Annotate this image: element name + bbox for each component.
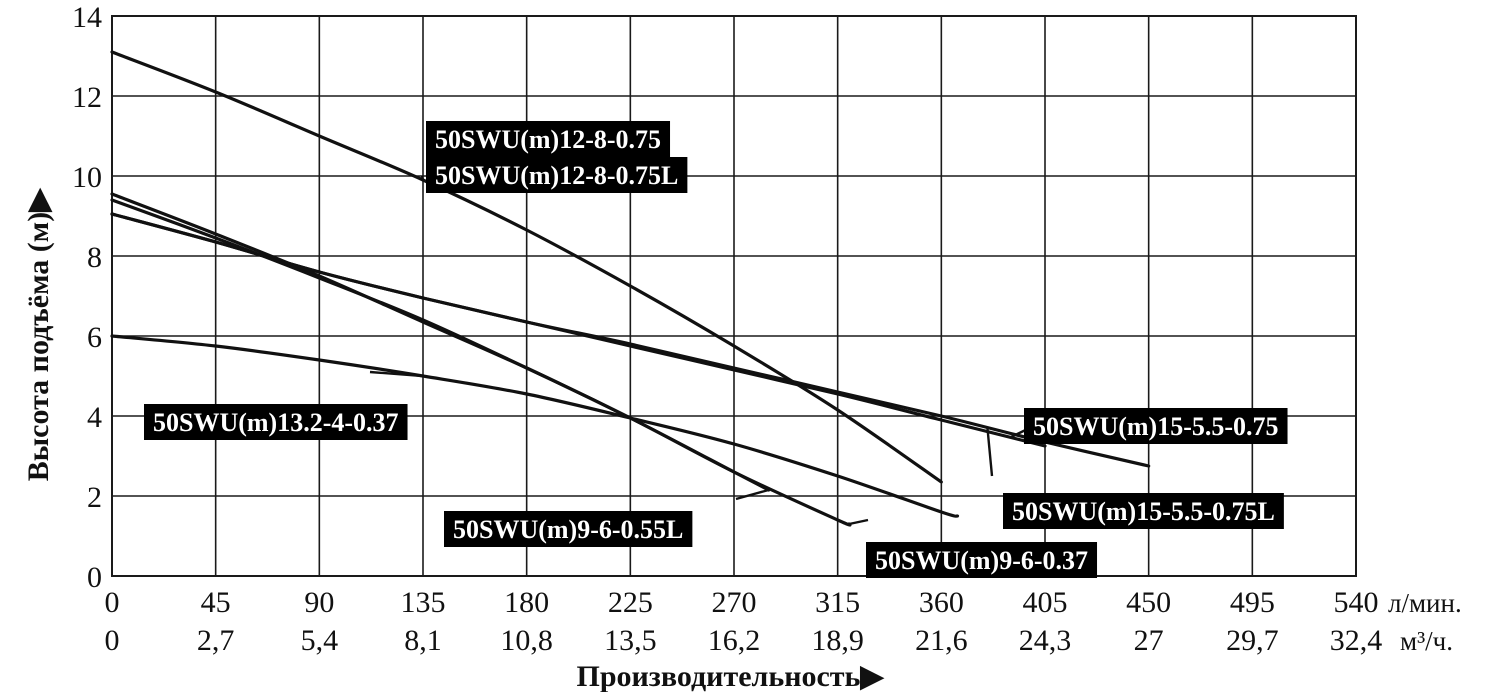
series-line-0: [110, 50, 943, 484]
curve-label-text: 50SWU(m)15-5.5-0.75: [1033, 412, 1279, 441]
x-tick-label-secondary: 8,1: [404, 624, 442, 657]
label-leader-5: [369, 370, 424, 378]
label-leader-2: [986, 427, 994, 477]
x-tick-label-secondary: 16,2: [708, 624, 761, 657]
curve-label-box: [1003, 493, 1284, 529]
curve-label-text: 50SWU(m)9-6-0.55L: [453, 515, 683, 544]
x-tick-label-primary: 540: [1334, 586, 1379, 619]
y-tick-label: 4: [87, 401, 102, 434]
curve-label-box: [426, 157, 688, 193]
x-unit-primary-label: л/мин.: [1388, 588, 1462, 618]
x-tick-label-secondary: 32,4: [1330, 624, 1383, 657]
curve-label-3-0: 50SWU(m)9-6-0.55L: [444, 511, 693, 547]
curve-label-box: [144, 404, 408, 440]
x-tick-label-primary: 450: [1126, 586, 1171, 619]
y-tick-label: 8: [87, 241, 102, 274]
curve-label-box: [426, 121, 671, 157]
curve-label-text: 50SWU(m)9-6-0.37: [875, 546, 1088, 575]
x-tick-label-secondary: 10,8: [500, 624, 553, 657]
x-tick-label-primary: 495: [1230, 586, 1275, 619]
y-tick-label: 0: [87, 561, 102, 594]
curve-label-box: [1024, 408, 1288, 444]
label-leaders: [369, 175, 1039, 526]
curve-label-1-0: 50SWU(m)15-5.5-0.75: [1024, 408, 1288, 444]
curve-label-2-0: 50SWU(m)15-5.5-0.75L: [1003, 493, 1284, 529]
curve-label-text: 50SWU(m)12-8-0.75: [435, 125, 661, 154]
x-tick-label-primary: 0: [105, 586, 120, 619]
x-tick-label-secondary: 29,7: [1226, 624, 1279, 657]
x-tick-label-secondary: 13,5: [604, 624, 657, 657]
y-tick-label: 12: [72, 81, 102, 114]
curve-label-box: [444, 511, 693, 547]
x-tick-label-primary: 225: [608, 586, 653, 619]
label-leader-0: [420, 175, 425, 181]
x-tick-label-secondary: 5,4: [301, 624, 339, 657]
x-unit-secondary-label: м³/ч.: [1400, 626, 1453, 656]
curve-label-0-1: 50SWU(m)12-8-0.75L: [426, 157, 688, 193]
curve-label-text: 50SWU(m)15-5.5-0.75L: [1012, 497, 1275, 526]
grid: [111, 15, 1357, 577]
curve-label-text: 50SWU(m)12-8-0.75L: [435, 161, 678, 190]
x-tick-label-primary: 405: [1023, 586, 1068, 619]
x-tick-label-secondary: 21,6: [915, 624, 968, 657]
series-line-3: [110, 192, 771, 492]
x-tick-label-primary: 45: [201, 586, 231, 619]
x-tick-label-secondary: 2,7: [197, 624, 235, 657]
curve-label-0-0: 50SWU(m)12-8-0.75: [426, 121, 671, 157]
curve-labels: 50SWU(m)12-8-0.75 50SWU(m)12-8-0.75L 50SWU…: [144, 121, 1288, 578]
y-tick-label: 10: [72, 161, 102, 194]
series-line-5: [110, 334, 960, 518]
x-tick-label-primary: 360: [919, 586, 964, 619]
x-tick-label-secondary: 24,3: [1019, 624, 1072, 657]
x-axis-title: Производительность▶: [577, 660, 886, 692]
label-leader-3: [735, 488, 769, 501]
series-line-4: [110, 198, 852, 527]
x-tick-label-primary: 270: [712, 586, 757, 619]
y-tick-label: 2: [87, 481, 102, 514]
x-tick-label-secondary: 18,9: [811, 624, 864, 657]
curve-label-box: [866, 542, 1098, 578]
y-tick-label: 6: [87, 321, 102, 354]
curve-label-text: 50SWU(m)13.2-4-0.37: [153, 408, 399, 437]
curves: [110, 50, 1151, 527]
x-tick-label-secondary: 27: [1134, 624, 1164, 657]
curve-label-4-0: 50SWU(m)9-6-0.37: [866, 542, 1098, 578]
x-tick-label-primary: 180: [504, 586, 549, 619]
x-tick-label-primary: 90: [304, 586, 334, 619]
x-tick-label-primary: 135: [401, 586, 446, 619]
plot-frame: [111, 15, 1357, 577]
curve-label-5-0: 50SWU(m)13.2-4-0.37: [144, 404, 408, 440]
y-tick-label: 14: [72, 1, 102, 34]
x-tick-label-primary: 315: [815, 586, 860, 619]
x-tick-label-secondary: 0: [105, 624, 120, 657]
y-axis-title: Высота подъёма (м)▶: [22, 187, 55, 482]
label-leader-4: [848, 518, 869, 526]
